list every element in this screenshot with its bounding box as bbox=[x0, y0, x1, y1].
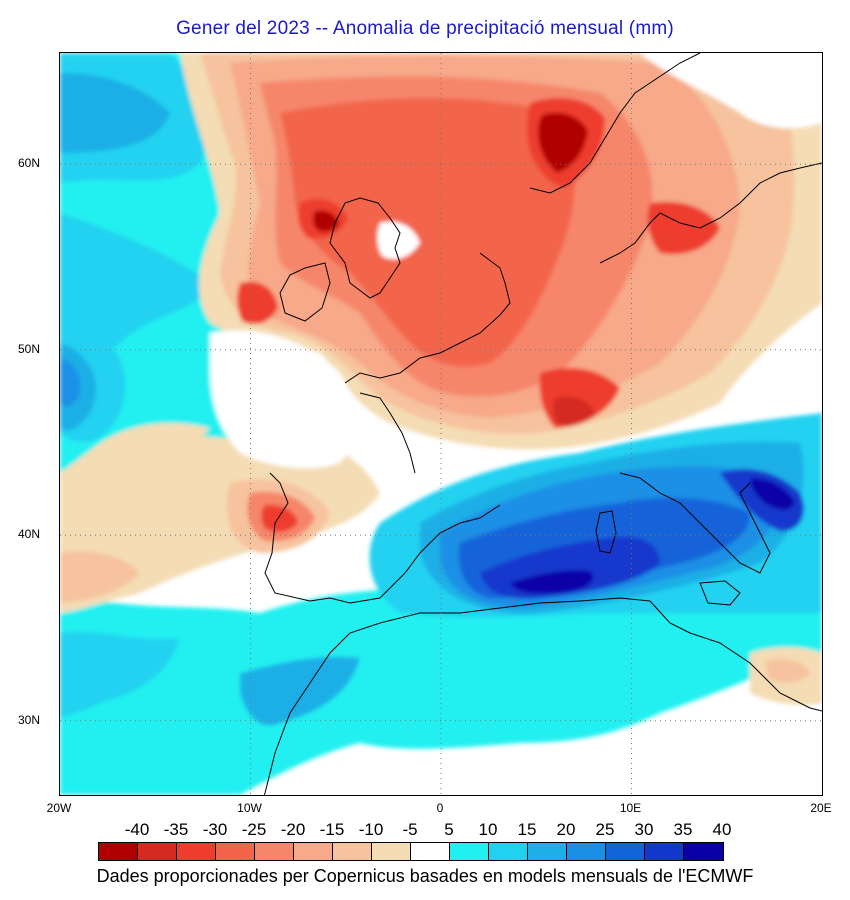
graticule bbox=[60, 53, 822, 795]
longitude-label: 20E bbox=[810, 801, 832, 815]
legend-swatch bbox=[294, 843, 333, 860]
wet-band-africa bbox=[240, 656, 360, 726]
legend-swatch bbox=[684, 843, 723, 860]
atlantic-dry-sw bbox=[60, 551, 140, 603]
legend-swatch bbox=[255, 843, 294, 860]
legend-swatch bbox=[333, 843, 372, 860]
legend-tick-label: 20 bbox=[556, 820, 576, 839]
map-panel bbox=[59, 52, 823, 796]
north-dry-25 bbox=[280, 98, 575, 367]
legend-tick-label: -20 bbox=[280, 820, 306, 839]
iberia-tan bbox=[60, 435, 380, 613]
legend-swatch bbox=[645, 843, 684, 860]
coast-denmark-baltic bbox=[599, 162, 822, 264]
longitude-label: 10W bbox=[237, 801, 262, 815]
coast-ireland bbox=[279, 262, 331, 322]
adriatic-wet-40 bbox=[750, 478, 795, 510]
legend-tick-label: -5 bbox=[402, 820, 418, 839]
latitude-label: 30N bbox=[18, 712, 41, 727]
legend-tick-label: 5 bbox=[444, 820, 454, 839]
legend-tick-label: -25 bbox=[241, 820, 267, 839]
coast-biscay bbox=[359, 392, 416, 474]
coast-sicily bbox=[699, 580, 741, 606]
legend-tick-label: -10 bbox=[358, 820, 384, 839]
legend-swatch bbox=[372, 843, 411, 860]
atlantic-dry-tan bbox=[100, 423, 210, 463]
med-wet-40 bbox=[510, 570, 594, 594]
legend-swatch bbox=[138, 843, 177, 860]
legend-swatch bbox=[606, 843, 645, 860]
coast-north-africa bbox=[263, 597, 822, 795]
legend-tick-label: -15 bbox=[319, 820, 345, 839]
legend-swatch bbox=[489, 843, 528, 860]
legend-swatch bbox=[567, 843, 606, 860]
bay-white bbox=[210, 330, 355, 469]
legend-swatch bbox=[528, 843, 567, 860]
coast-norway bbox=[529, 53, 701, 194]
latitude-label: 50N bbox=[18, 341, 41, 356]
source-note: Dades proporcionades per Copernicus basa… bbox=[96, 866, 754, 886]
contour-fills bbox=[60, 53, 822, 795]
coastlines bbox=[263, 53, 822, 795]
legend-tick-label: 15 bbox=[517, 820, 537, 839]
longitude-label: 20W bbox=[46, 801, 72, 815]
legend-tick-label: -40 bbox=[124, 820, 150, 839]
precipitation-anomaly-map bbox=[60, 53, 822, 795]
africa-dry-10 bbox=[765, 659, 810, 683]
wet-band-10-b bbox=[60, 213, 210, 413]
norway-dry-40 bbox=[538, 112, 588, 173]
legend-tick-label: -35 bbox=[163, 820, 189, 839]
ireland-dry-30 bbox=[237, 281, 278, 325]
legend-swatch bbox=[99, 843, 138, 860]
germany-dry-30 bbox=[647, 201, 720, 255]
coast-iberia bbox=[264, 472, 501, 604]
legend-swatch bbox=[216, 843, 255, 860]
map-title: Gener del 2023 -- Anomalia de precipitac… bbox=[176, 18, 674, 39]
latitude-label: 40N bbox=[18, 527, 41, 542]
scand-white bbox=[640, 53, 822, 129]
longitude-label: 0 bbox=[436, 801, 444, 815]
scotland-dry-40 bbox=[312, 210, 339, 233]
uk-white bbox=[377, 221, 420, 260]
coast-gb bbox=[329, 197, 401, 299]
legend-tick-label: 40 bbox=[712, 820, 732, 839]
portugal-dry-30 bbox=[261, 504, 298, 533]
legend-tick-label: 10 bbox=[478, 820, 498, 839]
legend-swatch bbox=[411, 843, 450, 860]
legend-tick-label: 25 bbox=[595, 820, 615, 839]
coast-sardinia bbox=[595, 510, 617, 554]
legend-tick-label: 30 bbox=[634, 820, 654, 839]
legend-swatch bbox=[177, 843, 216, 860]
latitude-label: 60N bbox=[18, 156, 41, 171]
longitude-label: 10E bbox=[619, 801, 642, 815]
legend-tick-label: 35 bbox=[673, 820, 693, 839]
legend-tick-label: -30 bbox=[202, 820, 228, 839]
legend-swatch bbox=[450, 843, 489, 860]
wet-band-sw bbox=[60, 631, 180, 718]
wet-band-15 bbox=[60, 73, 170, 153]
wet-band-20-atl bbox=[60, 358, 81, 407]
legend-color-bar bbox=[98, 842, 724, 861]
coast-france bbox=[344, 252, 511, 384]
alps-dry-35 bbox=[552, 396, 595, 426]
colorbar-legend: -40 -35 -30 -25 -20 -15 -10 -5 5 10 15 20 25 30 35 40 bbox=[98, 820, 766, 864]
coast-italy bbox=[619, 472, 771, 574]
